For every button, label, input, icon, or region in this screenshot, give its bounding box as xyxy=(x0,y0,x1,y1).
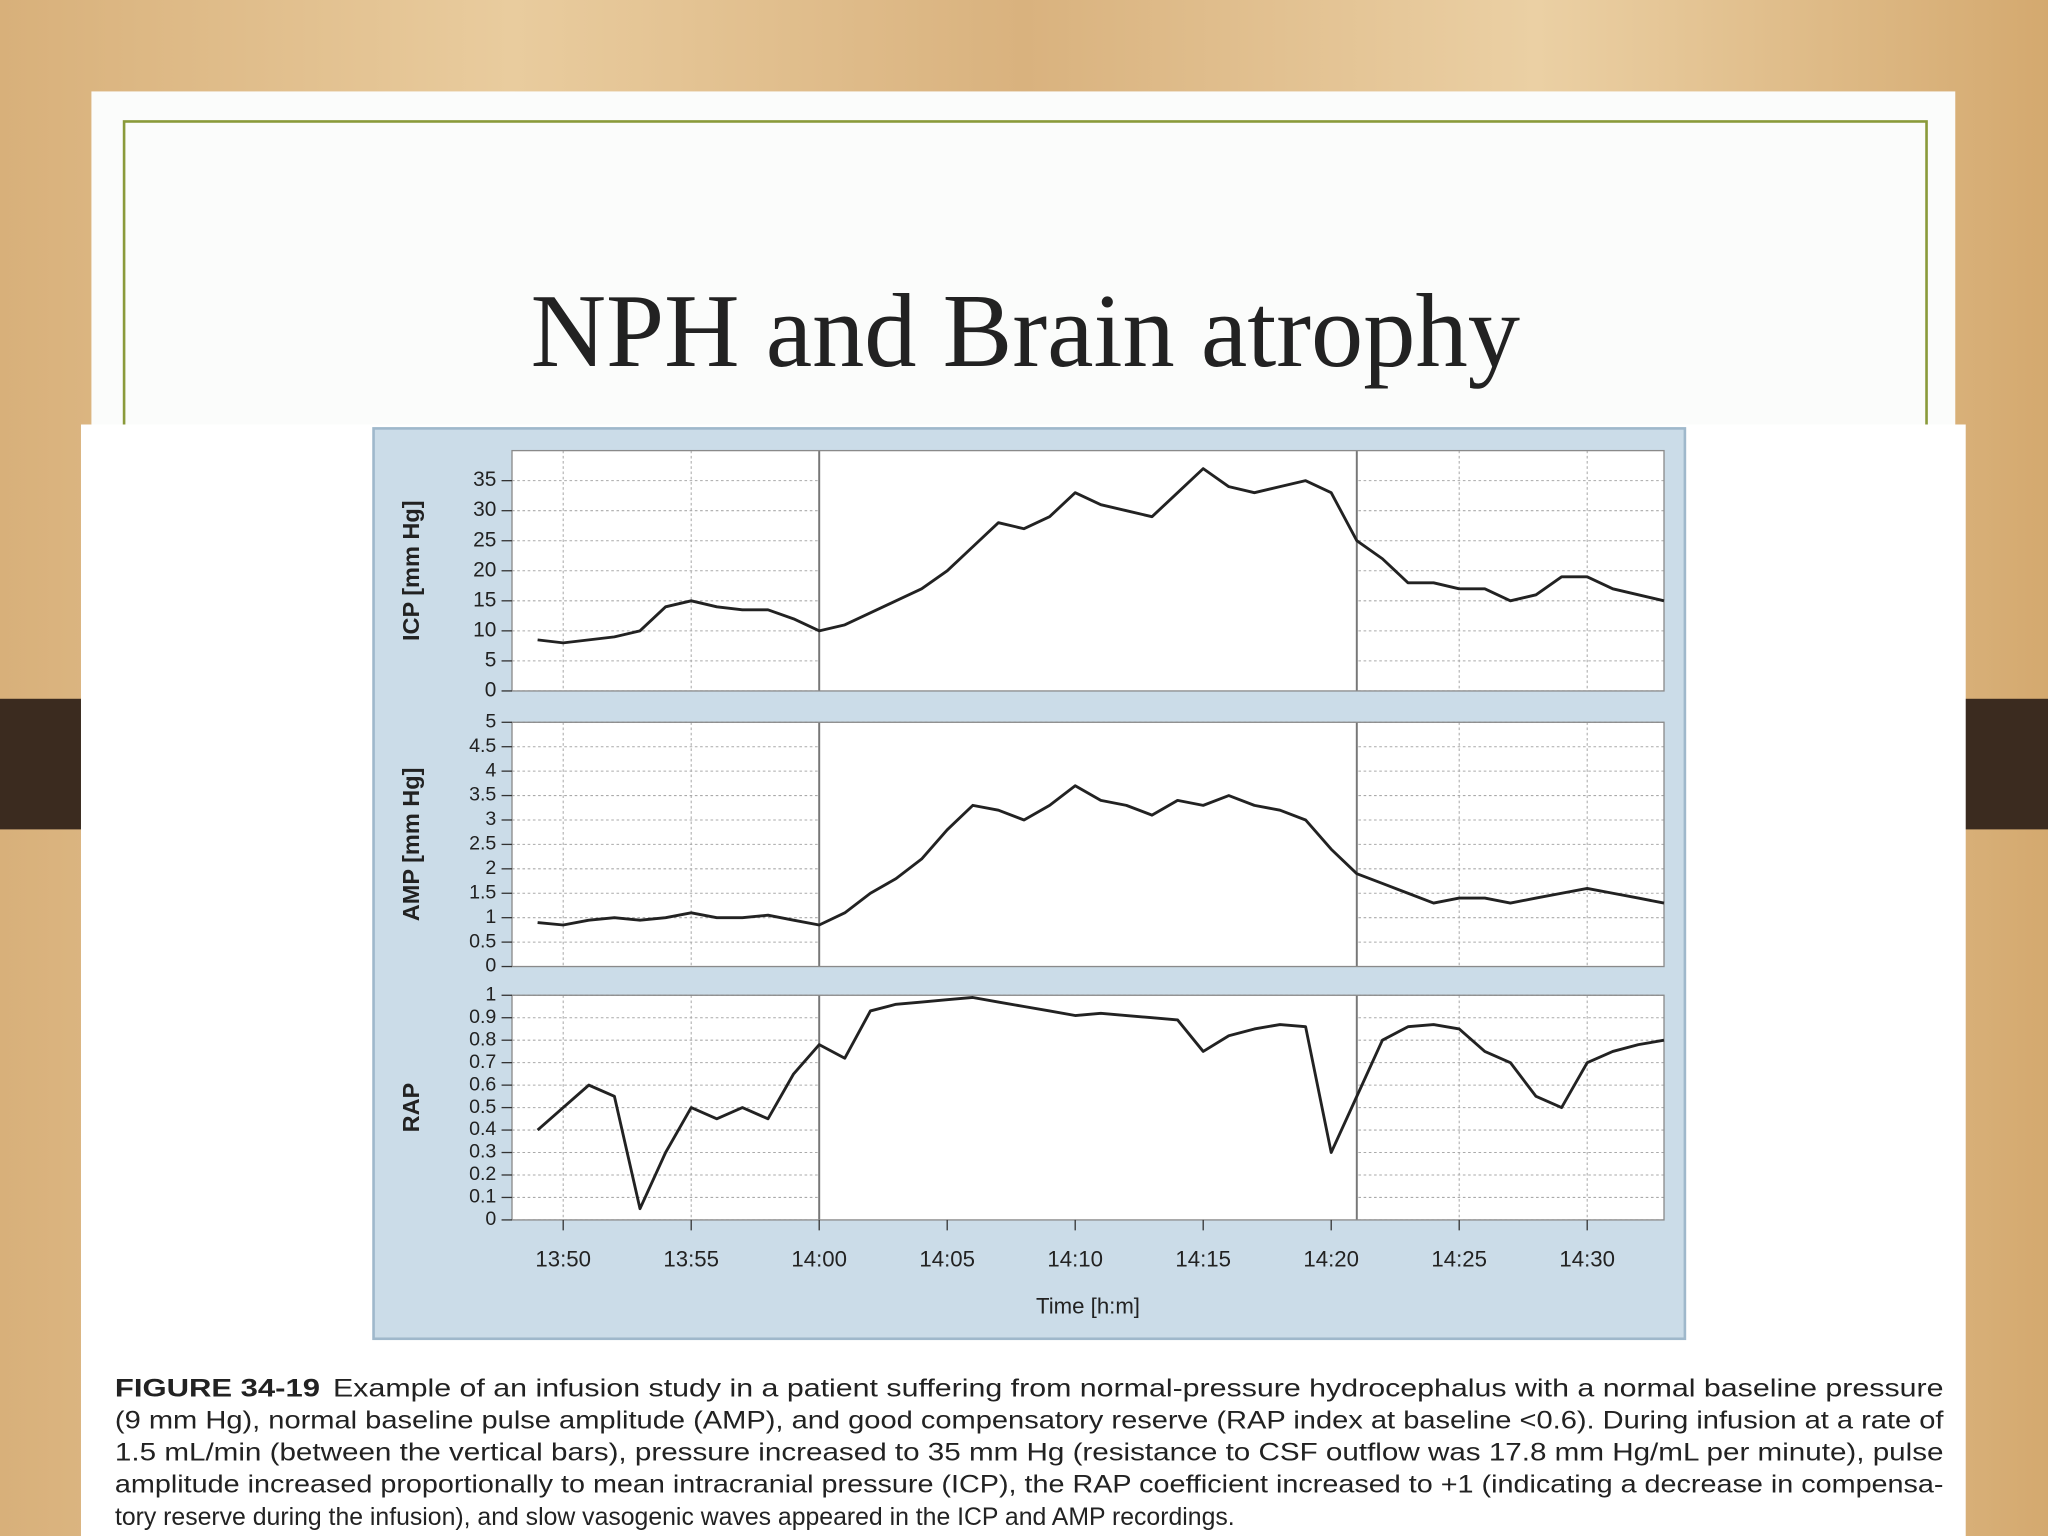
y-tick-label: 1 xyxy=(485,906,496,928)
x-tick-label: 14:05 xyxy=(919,1246,975,1271)
y-tick-label: 4 xyxy=(485,759,496,781)
y-tick-label: 1 xyxy=(485,983,496,1005)
y-axis-label: AMP [mm Hg] xyxy=(398,768,424,922)
y-tick-label: 1.5 xyxy=(469,881,496,903)
x-tick-label: 14:00 xyxy=(791,1246,847,1271)
y-tick-label: 2 xyxy=(485,857,496,879)
y-tick-label: 10 xyxy=(473,618,496,641)
data-line xyxy=(536,996,1665,1211)
y-tick-label: 0.1 xyxy=(469,1186,496,1208)
y-tick-label: 5 xyxy=(485,710,496,732)
y-tick-label: 30 xyxy=(473,498,496,521)
y-tick-label: 3 xyxy=(485,808,496,830)
x-tick-label: 14:15 xyxy=(1175,1246,1231,1271)
y-tick-label: 5 xyxy=(485,648,497,671)
y-tick-label: 0.4 xyxy=(469,1118,496,1140)
x-tick-label: 13:55 xyxy=(663,1246,719,1271)
y-axis-label: ICP [mm Hg] xyxy=(398,500,424,641)
caption-line: 1.5 mL/min (between the vertical bars), … xyxy=(115,1440,1944,1467)
y-tick-label: 0.5 xyxy=(469,930,496,952)
y-tick-label: 20 xyxy=(473,558,496,581)
y-tick-label: 4.5 xyxy=(469,735,496,757)
dark-band xyxy=(0,698,92,830)
slide-title: NPH and Brain atrophy xyxy=(531,273,1520,389)
x-tick-label: 13:50 xyxy=(535,1246,591,1271)
caption-label: FIGURE 34-19 xyxy=(115,1375,320,1402)
x-tick-label: 14:25 xyxy=(1431,1246,1487,1271)
y-axis-label: RAP xyxy=(398,1083,424,1133)
y-tick-label: 0.5 xyxy=(469,1096,496,1118)
y-tick-label: 0.7 xyxy=(469,1051,496,1073)
caption-line: tory reserve during the infusion), and s… xyxy=(115,1504,1235,1531)
y-tick-label: 0.9 xyxy=(469,1006,496,1028)
y-tick-label: 25 xyxy=(473,528,496,551)
data-line xyxy=(537,467,1665,645)
y-tick-label: 0 xyxy=(485,955,496,977)
y-tick-label: 0 xyxy=(485,1208,496,1230)
infusion-window xyxy=(819,722,1357,967)
infusion-window xyxy=(819,995,1357,1220)
caption: FIGURE 34-19 Example of an infusion study… xyxy=(115,1375,1944,1531)
caption-line: (9 mm Hg), normal baseline pulse amplitu… xyxy=(115,1407,1944,1434)
y-tick-label: 0.8 xyxy=(469,1028,496,1050)
y-tick-label: 15 xyxy=(473,588,496,611)
y-tick-label: 2.5 xyxy=(469,833,496,855)
x-axis-label: Time [h:m] xyxy=(1036,1293,1140,1318)
y-tick-label: 35 xyxy=(473,468,496,491)
x-tick-label: 14:20 xyxy=(1303,1246,1359,1271)
y-tick-label: 0.2 xyxy=(469,1163,496,1185)
y-tick-label: 0 xyxy=(485,678,497,701)
y-tick-label: 0.3 xyxy=(469,1141,496,1163)
x-tick-label: 14:30 xyxy=(1559,1246,1615,1271)
y-tick-label: 0.6 xyxy=(469,1073,496,1095)
x-tick-label: 14:10 xyxy=(1047,1246,1103,1271)
dark-band xyxy=(1955,698,2048,830)
y-tick-label: 3.5 xyxy=(469,784,496,806)
caption-line: amplitude increased proportionally to me… xyxy=(115,1472,1944,1499)
caption-line: Example of an infusion study in a patien… xyxy=(333,1375,1943,1402)
data-line xyxy=(537,784,1665,927)
